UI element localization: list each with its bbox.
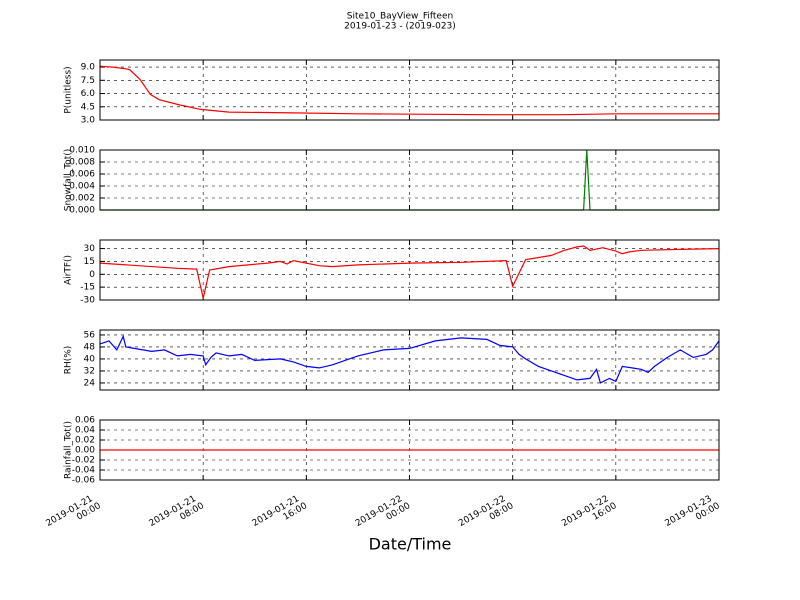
y-tick-label: 0.010: [69, 146, 95, 156]
y-axis-label: AirTF(): [64, 255, 74, 285]
y-tick-label: 7.5: [81, 76, 95, 86]
y-tick-label: 0.006: [69, 170, 95, 180]
x-axis-label: Date/Time: [369, 535, 452, 554]
y-tick-label: 40: [84, 354, 96, 364]
data-line: [99, 65, 719, 116]
y-tick-label: -15: [80, 283, 95, 293]
y-tick-label: 4.5: [81, 102, 95, 112]
y-tick-label: 9.0: [81, 63, 96, 73]
y-tick-label: 0.02: [75, 436, 95, 446]
y-tick-label: 0.04: [75, 426, 95, 436]
y-tick-label: 48: [84, 342, 96, 352]
y-tick-label: 56: [84, 330, 96, 340]
plot-frame: [99, 59, 720, 121]
plot-frame: [99, 329, 720, 391]
y-tick-label: -30: [80, 296, 95, 306]
y-tick-label: 0.06: [75, 416, 95, 426]
y-tick-label: 0.008: [69, 158, 95, 168]
plot-frame: [99, 419, 720, 481]
figure-title: Site10_BayView_Fifteen: [347, 12, 453, 22]
data-line: [99, 334, 720, 384]
y-tick-label: 32: [84, 366, 95, 376]
y-tick-label: 30: [84, 244, 96, 254]
y-tick-label: 0.004: [69, 182, 95, 192]
y-tick-label: 24: [84, 378, 96, 388]
y-tick-label: -0.06: [72, 476, 96, 486]
figure-subtitle: 2019-01-23 - (2019-023): [344, 22, 456, 32]
y-tick-label: -0.02: [72, 456, 95, 466]
plot-frame: [99, 149, 720, 211]
y-tick-label: 0: [89, 270, 95, 280]
plot-frame: [99, 239, 720, 301]
y-axis-label: P(unitless): [64, 66, 74, 113]
y-tick-label: 6.0: [81, 89, 96, 99]
y-axis-label: Rainfall_Tot(): [64, 421, 74, 479]
y-tick-label: -0.04: [72, 466, 96, 476]
y-tick-label: 0.002: [69, 194, 95, 204]
y-axis-label: RH(%): [64, 346, 74, 375]
y-tick-label: 3.0: [81, 116, 96, 126]
y-tick-label: 0.00: [75, 446, 95, 456]
y-axis-label: Snowfall_Tot(): [64, 149, 74, 212]
y-tick-label: 15: [84, 257, 95, 267]
y-tick-label: 0.000: [69, 206, 95, 216]
data-line: [99, 245, 720, 299]
